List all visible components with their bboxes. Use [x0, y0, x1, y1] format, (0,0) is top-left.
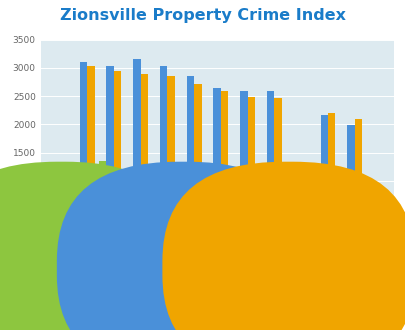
Text: Zionsville Property Crime Index: Zionsville Property Crime Index	[60, 8, 345, 23]
Text: Crime Index corresponds to incidents per 100,000 inhabitants: Crime Index corresponds to incidents per…	[30, 299, 375, 309]
Bar	[220, 91, 228, 238]
Bar	[186, 76, 194, 238]
Text: Zionsville: Zionsville	[70, 261, 133, 274]
Bar	[274, 98, 281, 238]
Bar	[179, 222, 186, 238]
Bar	[240, 91, 247, 238]
Bar	[87, 66, 94, 238]
Text: © 2025 CityRating.com - https://www.cityrating.com/crime-statistics/: © 2025 CityRating.com - https://www.city…	[46, 322, 359, 330]
Bar	[140, 74, 148, 238]
Text: National: National	[296, 261, 352, 274]
Bar	[232, 215, 240, 238]
Bar	[152, 225, 160, 238]
Bar	[194, 84, 201, 238]
Bar	[160, 66, 167, 238]
Bar	[339, 221, 346, 238]
Bar	[126, 188, 133, 238]
Bar	[247, 97, 255, 238]
Bar	[327, 113, 335, 238]
Bar	[99, 161, 106, 238]
Bar	[346, 125, 354, 238]
Text: Indiana: Indiana	[191, 261, 241, 274]
Bar	[320, 115, 327, 238]
Bar	[259, 213, 266, 238]
Bar	[106, 66, 114, 238]
Bar	[72, 183, 79, 238]
Bar	[167, 76, 175, 238]
Bar	[312, 223, 320, 238]
Bar	[114, 71, 121, 238]
Bar	[354, 119, 361, 238]
Bar	[205, 204, 213, 238]
Bar	[79, 62, 87, 238]
Bar	[133, 59, 140, 238]
Bar	[213, 88, 220, 238]
Bar	[266, 90, 274, 238]
